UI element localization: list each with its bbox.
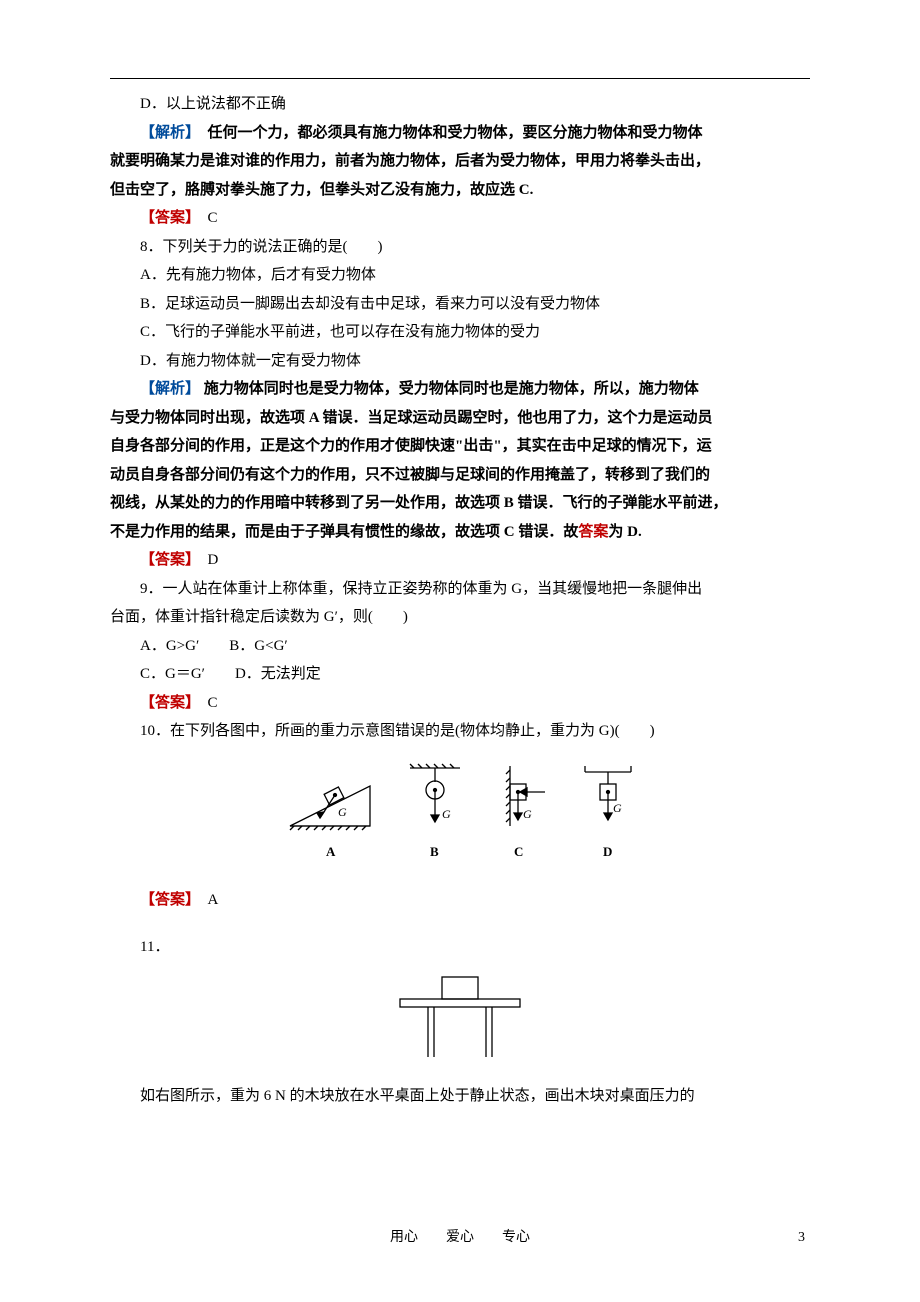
- q10-answer-value: A: [193, 892, 219, 908]
- q7-analysis-2: 就要明确某力是谁对谁的作用力，前者为施力物体，后者为受力物体，甲用力将拳头击出，: [110, 147, 810, 176]
- q8-a1: 施力物体同时也是受力物体，受力物体同时也是施力物体，所以，施力物体: [200, 381, 699, 397]
- q11-figure: [110, 971, 810, 1072]
- q10-diagram-svg: G A G B: [280, 756, 640, 866]
- q8-option-d: D．有施力物体就一定有受力物体: [110, 347, 810, 376]
- spacer: [110, 915, 810, 933]
- q7-analysis: 【解析】 任何一个力，都必须具有施力物体和受力物体，要区分施力物体和受力物体: [110, 119, 810, 148]
- q9-stem-1: 9．一人站在体重计上称体重，保持立正姿势称的体重为 G，当其缓慢地把一条腿伸出: [110, 575, 810, 604]
- q8-stem: 8．下列关于力的说法正确的是( ): [110, 233, 810, 262]
- q9-option-b: B．G<G′: [229, 638, 287, 654]
- q7-analysis-3: 但击空了，胳膊对拳头施了力，但拳头对乙没有施力，故应选 C.: [110, 176, 810, 205]
- q11-stem: 如右图所示，重为 6 N 的木块放在水平桌面上处于静止状态，画出木块对桌面压力的: [110, 1082, 810, 1111]
- q8-answer: 【答案】 D: [110, 546, 810, 575]
- q7-answer: 【答案】 C: [110, 204, 810, 233]
- q11-num: 11．: [110, 933, 810, 962]
- q10-label-a: A: [326, 844, 336, 859]
- content-area: D．以上说法都不正确 【解析】 任何一个力，都必须具有施力物体和受力物体，要区分…: [110, 90, 810, 1110]
- q8-option-b: B．足球运动员一脚踢出去却没有击中足球，看来力可以没有受力物体: [110, 290, 810, 319]
- q7-analysis-1: 任何一个力，都必须具有施力物体和受力物体，要区分施力物体和受力物体: [193, 125, 703, 141]
- q8-a3: 自身各部分间的作用，正是这个力的作用才使脚快速"出击"，其实在击中足球的情况下，…: [110, 432, 810, 461]
- q9-options-ab: A．G>G′ B．G<G′: [110, 632, 810, 661]
- q10-label-b: B: [430, 844, 439, 859]
- q9-answer: 【答案】 C: [110, 689, 810, 718]
- q9-option-a: A．G>G′: [140, 638, 199, 654]
- q7-answer-value: C: [193, 210, 218, 226]
- answer-label: 【答案】: [140, 552, 193, 568]
- q8-answer-value: D: [193, 552, 219, 568]
- answer-label: 【答案】: [140, 210, 193, 226]
- page-container: D．以上说法都不正确 【解析】 任何一个力，都必须具有施力物体和受力物体，要区分…: [0, 0, 920, 1302]
- q8-option-a: A．先有施力物体，后才有受力物体: [110, 261, 810, 290]
- q10-label-d: D: [603, 844, 612, 859]
- q8-a5: 视线，从某处的力的作用暗中转移到了另一处作用，故选项 B 错误．飞行的子弹能水平…: [110, 489, 810, 518]
- q10-g-label-d: G: [613, 801, 622, 815]
- q9-options-cd: C．G＝G′ D．无法判定: [110, 660, 810, 689]
- q9-option-c: C．G＝G′: [140, 666, 205, 682]
- q8-analysis: 【解析】 施力物体同时也是受力物体，受力物体同时也是施力物体，所以，施力物体: [110, 375, 810, 404]
- analysis-label: 【解析】: [140, 381, 200, 397]
- q8-a4: 动员自身各部分间仍有这个力的作用，只不过被脚与足球间的作用掩盖了，转移到了我们的: [110, 461, 810, 490]
- analysis-label: 【解析】: [140, 125, 193, 141]
- q9-stem-2: 台面，体重计指针稳定后读数为 G′，则( ): [110, 603, 810, 632]
- q8-a6: 不是力作用的结果，而是由于子弹具有惯性的缘故，故选项 C 错误．故: [110, 524, 578, 540]
- q8-a7: 为 D.: [608, 524, 641, 540]
- footer-motto: 用心 爱心 专心: [0, 1225, 920, 1252]
- q8-option-c: C．飞行的子弹能水平前进，也可以存在没有施力物体的受力: [110, 318, 810, 347]
- page-number: 3: [798, 1225, 805, 1252]
- q10-answer: 【答案】 A: [110, 886, 810, 915]
- q8-ans-inline: 答案: [578, 524, 608, 540]
- q10-g-label-a: G: [338, 805, 347, 819]
- q9-answer-value: C: [193, 695, 218, 711]
- q10-stem: 10．在下列各图中，所画的重力示意图错误的是(物体均静止，重力为 G)( ): [110, 717, 810, 746]
- q8-a2: 与受力物体同时出现，故选项 A 错误．当足球运动员踢空时，他也用了力，这个力是运…: [110, 404, 810, 433]
- q10-g-label-c: G: [523, 807, 532, 821]
- q11-diagram-svg: [390, 971, 530, 1061]
- q10-g-label-b: G: [442, 807, 451, 821]
- answer-label: 【答案】: [140, 892, 193, 908]
- q10-label-c: C: [514, 844, 523, 859]
- top-rule: [110, 78, 810, 79]
- q8-a6line: 不是力作用的结果，而是由于子弹具有惯性的缘故，故选项 C 错误．故答案为 D.: [110, 518, 810, 547]
- q9-option-d: D．无法判定: [235, 666, 321, 682]
- answer-label: 【答案】: [140, 695, 193, 711]
- q10-figure: G A G B: [110, 756, 810, 877]
- q7-option-d: D．以上说法都不正确: [110, 90, 810, 119]
